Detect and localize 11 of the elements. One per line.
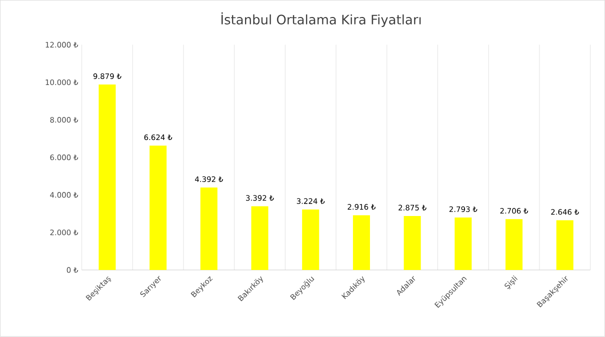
bar: [302, 210, 320, 270]
bar: [404, 216, 421, 270]
bar: [454, 218, 472, 270]
bar: [506, 219, 523, 270]
bar: [251, 206, 268, 270]
bar: [98, 84, 116, 270]
bar: [352, 215, 370, 270]
bar: [556, 220, 574, 270]
chart-title: İstanbul Ortalama Kira Fiyatları: [221, 12, 421, 28]
bar: [200, 188, 218, 270]
bar: [150, 146, 167, 270]
